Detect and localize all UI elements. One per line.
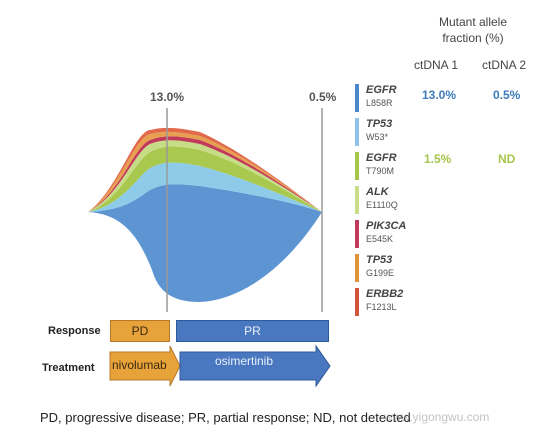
treatment-label: Treatment <box>42 362 95 374</box>
response-pd-label: PD <box>131 324 149 338</box>
legend-gene-name: EGFR <box>366 152 397 164</box>
legend-swatch <box>355 118 359 146</box>
legend-swatch <box>355 254 359 282</box>
legend-mutation: E1110Q <box>366 200 398 210</box>
response-pd-box: PD <box>110 320 170 342</box>
legend-swatch <box>355 288 359 316</box>
legend-gene-name: ALK <box>366 186 389 198</box>
legend-mutation: L858R <box>366 98 393 108</box>
caption: PD, progressive disease; PR, partial res… <box>40 410 411 425</box>
response-pr-box: PR <box>176 320 329 342</box>
legend-item-tp53-g199e: TP53 G199E <box>355 254 415 282</box>
ctdna1-header: ctDNA 1 <box>414 58 459 72</box>
legend-item-alk-e1110q: ALK E1110Q <box>355 186 415 214</box>
legend-item-erbb2-f1213l: ERBB2 F1213L <box>355 288 415 316</box>
legend-mutation: E545K <box>366 234 394 244</box>
fish-band-egfr-t790m <box>88 146 322 212</box>
timepoint-label-2: 0.5% <box>309 90 337 104</box>
egfr-t790m-ctdna2-value: ND <box>498 152 516 166</box>
fish-band-egfr-l858r-upper <box>88 184 322 212</box>
ctdna2-header: ctDNA 2 <box>482 58 527 72</box>
egfr-l858r-ctdna2-value: 0.5% <box>493 88 521 102</box>
legend-swatch <box>355 186 359 214</box>
fish-band-tp53-w53 <box>88 162 322 212</box>
osimertinib-label: osimertinib <box>215 354 274 368</box>
legend-mutation: G199E <box>366 268 395 278</box>
legend-item-pik3ca-e545k: PIK3CA E545K <box>355 220 415 248</box>
legend-mutation: W53* <box>366 132 389 142</box>
response-pr-label: PR <box>244 324 261 338</box>
nivolumab-label: nivolumab <box>112 358 167 372</box>
legend-item-egfr-l858r: EGFR L858R <box>355 84 415 112</box>
legend-item-tp53-w53: TP53 W53* <box>355 118 415 146</box>
fish-band-egfr-l858r-lower <box>88 212 322 302</box>
legend-swatch <box>355 84 359 112</box>
legend-gene-name: ERBB2 <box>366 288 404 300</box>
legend-gene-name: EGFR <box>366 84 397 96</box>
legend-gene-name: TP53 <box>366 118 393 130</box>
legend-mutation: T790M <box>366 166 395 176</box>
mutant-allele-fraction-header: Mutant allele fraction (%) <box>438 15 508 45</box>
legend-gene-name: TP53 <box>366 254 393 266</box>
response-label: Response <box>48 325 101 337</box>
osimertinib-arrow <box>179 344 331 388</box>
nivolumab-arrow <box>109 345 181 387</box>
legend-mutation: F1213L <box>366 302 397 312</box>
timepoint-label-1: 13.0% <box>150 90 185 104</box>
watermark: www.yigongwu.com <box>384 410 490 424</box>
legend-item-egfr-t790m: EGFR T790M <box>355 152 415 180</box>
legend-swatch <box>355 152 359 180</box>
legend-swatch <box>355 220 359 248</box>
egfr-l858r-ctdna1-value: 13.0% <box>422 88 457 102</box>
legend-gene-name: PIK3CA <box>366 220 407 232</box>
egfr-t790m-ctdna1-value: 1.5% <box>424 152 452 166</box>
